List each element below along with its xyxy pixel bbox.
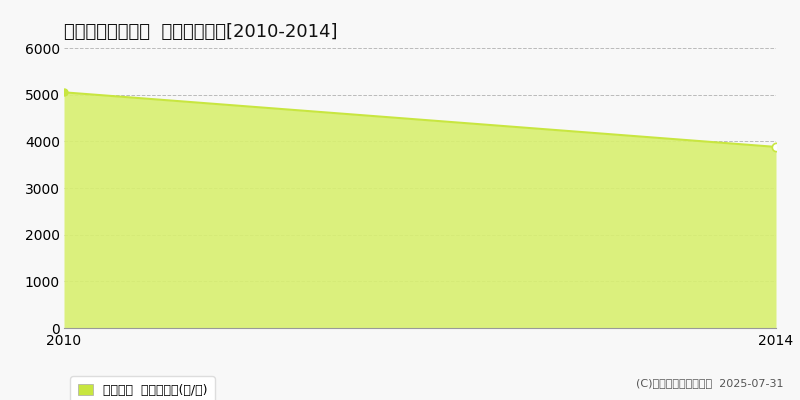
Text: 夕張郡由仁町伏見  農地価格推移[2010-2014]: 夕張郡由仁町伏見 農地価格推移[2010-2014] <box>64 23 338 41</box>
Text: (C)土地価格ドットコム  2025-07-31: (C)土地価格ドットコム 2025-07-31 <box>637 378 784 388</box>
Legend: 農地価格  平均坪単価(円/坪): 農地価格 平均坪単価(円/坪) <box>70 376 214 400</box>
